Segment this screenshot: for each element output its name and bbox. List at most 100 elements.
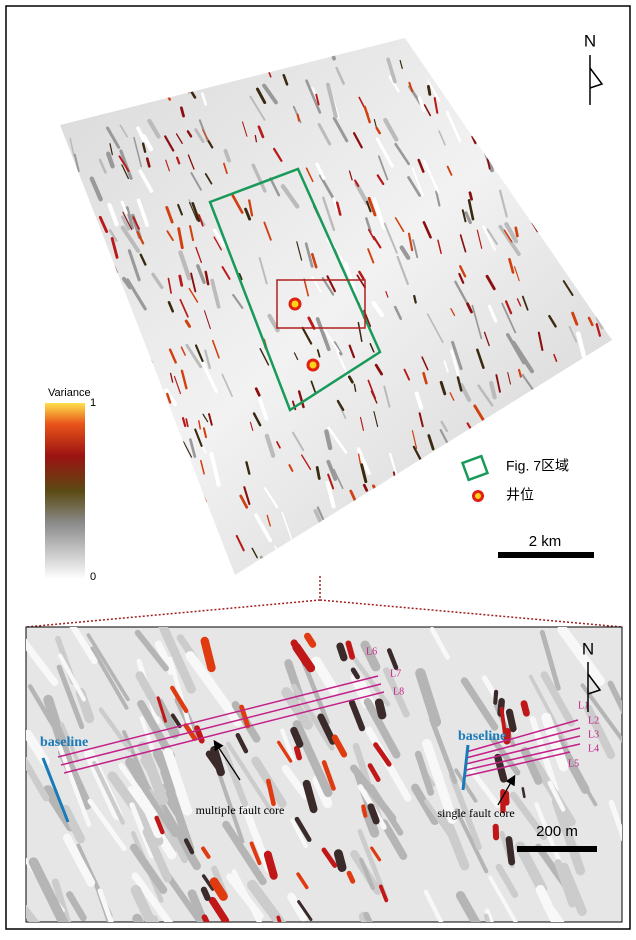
texture-streak [155, 524, 159, 536]
texture-streak [431, 468, 447, 493]
texture-streak [60, 303, 72, 320]
texture-streak [532, 405, 534, 416]
texture-streak [498, 446, 505, 461]
well [308, 360, 318, 370]
texture-streak [185, 489, 189, 495]
texture-streak [536, 57, 539, 67]
texture-streak [428, 86, 429, 94]
texture-streak [111, 80, 129, 105]
colorbar-max: 1 [90, 397, 96, 409]
texture-streak [89, 239, 94, 260]
texture-streak [371, 807, 376, 821]
texture-streak [355, 559, 358, 569]
line-label: L5 [568, 758, 579, 769]
texture-streak [142, 445, 146, 455]
texture-streak [207, 50, 217, 79]
texture-streak [109, 96, 110, 103]
texture-streak [112, 307, 116, 317]
texture-streak [116, 428, 119, 436]
texture-streak [541, 476, 548, 486]
texture-streak [135, 47, 143, 75]
texture-streak [479, 127, 485, 141]
legend-well-icon [474, 492, 483, 501]
texture-streak [540, 390, 546, 405]
texture-streak [482, 63, 486, 79]
texture-streak [524, 83, 534, 99]
texture-streak [152, 372, 155, 377]
texture-streak [500, 517, 504, 532]
texture-streak [126, 354, 135, 369]
texture-streak [172, 444, 176, 451]
texture-streak [602, 124, 615, 145]
north-label: N [582, 639, 594, 658]
baseline-label: baseline [458, 729, 506, 744]
texture-streak [125, 307, 132, 319]
texture-streak [480, 119, 487, 134]
texture-streak [609, 289, 612, 299]
texture-streak [434, 531, 436, 538]
texture-streak [517, 145, 521, 156]
texture-streak [64, 234, 75, 256]
texture-streak [605, 85, 622, 110]
texture-streak [146, 401, 154, 418]
texture-streak [175, 87, 178, 93]
texture-streak [403, 504, 407, 512]
texture-streak [104, 515, 115, 537]
texture-streak [117, 537, 126, 567]
texture-streak [612, 392, 620, 416]
texture-streak [430, 510, 434, 525]
texture-streak [104, 360, 111, 372]
texture-streak [482, 539, 488, 559]
texture-streak [174, 515, 176, 522]
texture-streak [568, 147, 578, 179]
texture-streak [509, 444, 514, 454]
texture-streak [525, 136, 533, 153]
texture-streak [103, 99, 111, 111]
legend-label: 井位 [506, 487, 534, 503]
texture-streak [317, 541, 332, 563]
texture-streak [126, 356, 141, 387]
texture-streak [131, 433, 149, 459]
texture-streak [363, 807, 365, 816]
texture-streak [338, 854, 342, 868]
legend-label: Fig. 7区域 [506, 458, 569, 474]
texture-streak [115, 381, 121, 398]
texture-streak [573, 103, 583, 129]
texture-streak [128, 432, 137, 464]
texture-streak [154, 42, 161, 72]
texture-streak [348, 529, 368, 557]
texture-streak [104, 340, 106, 351]
texture-streak [594, 531, 601, 549]
texture-streak [135, 481, 151, 503]
texture-streak [524, 704, 526, 714]
texture-streak [86, 75, 100, 106]
texture-streak [102, 312, 106, 321]
texture-streak [457, 93, 461, 111]
texture-streak [518, 83, 525, 98]
texture-streak [528, 510, 531, 521]
texture-streak [76, 369, 83, 381]
baseline-label: baseline [40, 735, 88, 750]
texture-streak [87, 289, 96, 318]
texture-streak [364, 560, 367, 571]
texture-streak [126, 381, 132, 405]
texture-streak [113, 358, 120, 375]
texture-streak [115, 461, 130, 491]
texture-streak [497, 414, 502, 428]
texture-streak [522, 512, 528, 530]
texture-streak [153, 70, 161, 86]
texture-streak [542, 149, 548, 167]
texture-streak [599, 244, 603, 261]
north-label: N [584, 31, 596, 50]
texture-streak [369, 524, 373, 538]
texture-streak [572, 258, 575, 266]
texture-streak [307, 541, 313, 555]
texture-streak [106, 51, 113, 73]
texture-streak [128, 458, 139, 479]
texture-streak [254, 568, 265, 596]
texture-streak [379, 533, 384, 542]
texture-streak [172, 421, 175, 434]
texture-streak [117, 512, 124, 526]
texture-streak [113, 286, 116, 295]
